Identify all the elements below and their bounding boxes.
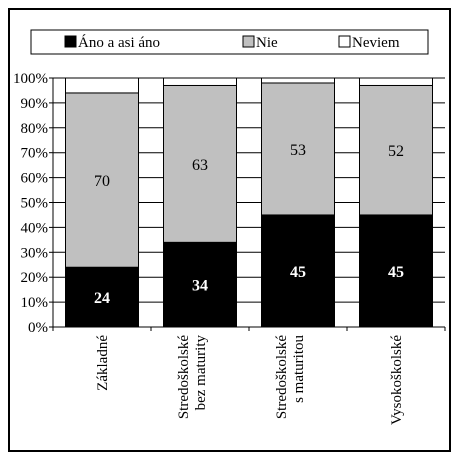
data-label: 52 [388,143,404,160]
x-tick-label: Základné [95,335,111,391]
y-tick-label: 20% [21,270,49,286]
bar-segment [65,92,139,268]
y-tick-label: 30% [21,245,49,261]
legend-swatch-3 [338,35,351,48]
data-label: 70 [94,173,110,190]
legend-label-2: Nie [256,35,278,51]
data-label: 34 [192,278,208,295]
x-tick-label: Vysokoškolské [389,335,405,425]
bar-segment [261,77,335,84]
data-label: 45 [388,264,404,281]
y-tick-labels: 0% 10% 20% 30% 40% 50% 60% 70% 80% 90% 100% [13,71,48,336]
x-tick-label: s maturitou [291,335,307,403]
x-tick-label: bez maturity [193,335,209,411]
y-tick-label: 100% [13,71,48,87]
y-tick-label: 80% [21,121,49,137]
bar-segment [65,77,139,94]
legend-label-1: Áno a asi áno [78,34,160,51]
legend: Áno a asi áno Nie Neviem [30,29,429,55]
y-tick-label: 0% [28,320,48,336]
legend-box [30,29,429,55]
y-tick-label: 40% [21,220,49,236]
y-tick-label: 90% [21,96,49,112]
data-label: 63 [192,157,208,174]
bar-segment [359,84,433,216]
axes [49,77,446,331]
bar-segment [163,77,237,86]
y-tick-label: 50% [21,196,49,212]
data-labels: 24 70 34 63 45 53 45 52 [94,142,404,307]
x-tick-labels: Základné Stredoškolské bez maturity Stredoš… [95,335,405,426]
legend-label-3: Neviem [352,35,400,51]
y-tick-label: 70% [21,146,49,162]
legend-swatch-1 [64,35,77,48]
data-label: 45 [290,264,306,281]
legend-swatch-2 [242,35,255,48]
bar-segment [261,82,335,216]
data-label: 24 [94,290,110,307]
bar-segment [359,77,433,86]
bar-segment [163,84,237,243]
data-label: 53 [290,142,306,159]
y-tick-label: 10% [21,295,49,311]
bar-segment [163,241,237,328]
x-tick-label: Stredoškolské [176,335,192,420]
bar-segment [359,214,433,328]
y-tick-label: 60% [21,171,49,187]
x-tick-label: Stredoškolské [274,335,290,420]
